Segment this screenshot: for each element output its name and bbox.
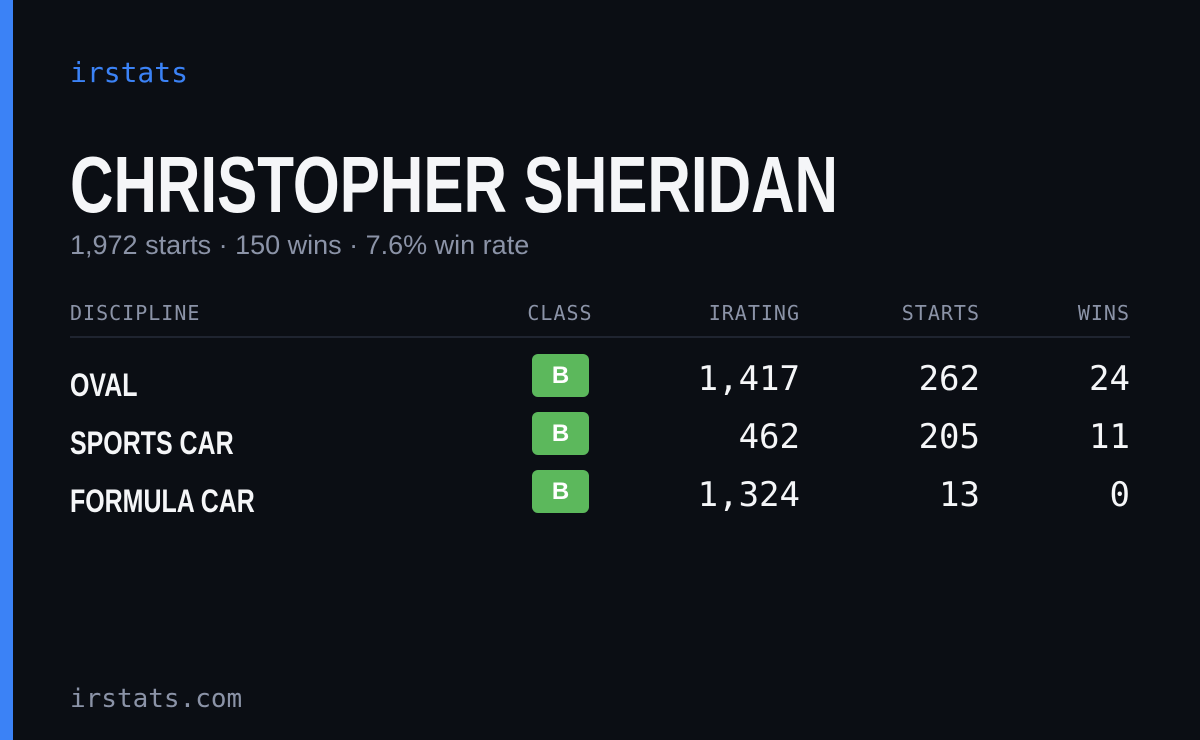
- driver-name: CHRISTOPHER SHERIDAN: [70, 140, 838, 229]
- discipline-name: FORMULA CAR: [70, 484, 255, 520]
- class-badge: [532, 354, 589, 397]
- summary: 1,972 starts · 150 wins · 7.6% win rate: [70, 230, 529, 260]
- wins: 24: [1089, 359, 1130, 399]
- column-header: STARTS: [902, 301, 980, 325]
- accent-bar: [0, 0, 13, 740]
- column-header: IRATING: [709, 301, 800, 325]
- wins: 11: [1089, 417, 1130, 457]
- class-badge: [532, 412, 589, 455]
- discipline-name: OVAL: [70, 368, 137, 404]
- class-letter: B: [552, 478, 569, 505]
- irating: 462: [739, 417, 800, 457]
- class-letter: B: [552, 420, 569, 447]
- stats-table: DISCIPLINE CLASS IRATING STARTS WINS OVAL B 1,4…: [70, 301, 1130, 520]
- starts: 262: [919, 359, 980, 399]
- irating: 1,417: [698, 359, 800, 399]
- starts: 13: [939, 475, 980, 515]
- discipline-name: SPORTS CAR: [70, 426, 234, 462]
- wins: 0: [1110, 475, 1130, 515]
- irating: 1,324: [698, 475, 800, 515]
- column-header: CLASS: [527, 301, 592, 325]
- starts: 205: [919, 417, 980, 457]
- column-header: DISCIPLINE: [70, 301, 200, 325]
- column-header: WINS: [1078, 301, 1130, 325]
- footer-url: irstats.com: [70, 684, 242, 714]
- class-badge: [532, 470, 589, 513]
- class-letter: B: [552, 362, 569, 389]
- brand: irstats: [70, 56, 188, 89]
